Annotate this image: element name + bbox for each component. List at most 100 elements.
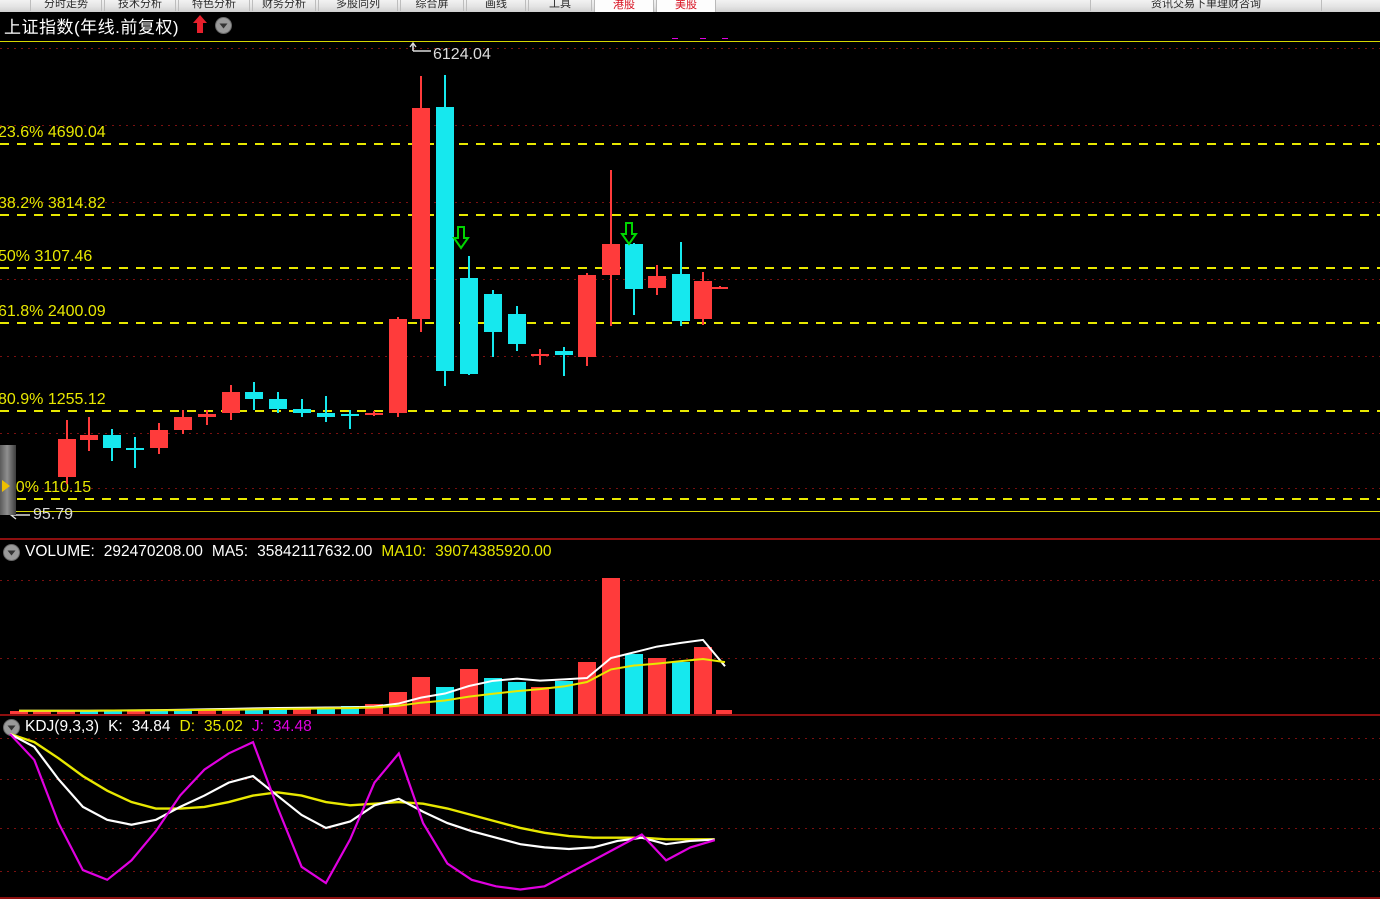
kdj-name: KDJ(9,3,3): [25, 718, 100, 735]
gridline: [0, 779, 1380, 780]
toolbar-button-9[interactable]: 美股: [656, 0, 716, 12]
sell-signal-arrow-icon: [620, 222, 638, 246]
candle-body: [531, 354, 549, 357]
volume-bar: [531, 687, 549, 714]
kdj-d-label: D:: [179, 718, 196, 735]
toolbar-button-3[interactable]: 财务分析: [252, 0, 316, 11]
volume-bar: [269, 707, 287, 714]
toolbar-button-4[interactable]: 多股同列: [318, 0, 398, 11]
candle-body: [412, 108, 430, 319]
toolbar-button-0[interactable]: 分时走势: [30, 0, 102, 11]
volume-bar: [716, 709, 732, 714]
toolbar-button-5[interactable]: 综合屏: [400, 0, 464, 11]
candle-body: [365, 413, 383, 416]
toolbar-button-2[interactable]: 特色分析: [178, 0, 250, 11]
candle-body: [508, 314, 526, 344]
volume-value: 292470208.00: [103, 543, 203, 560]
volume-bar: [80, 710, 98, 714]
peak-price-label: 6124.04: [433, 46, 491, 63]
volume-bar: [293, 707, 311, 714]
gridline: [0, 356, 1380, 357]
kdj-indicator-pane[interactable]: KDJ(9,3,3) K: 34.84 D: 35.02 J: 34.48: [0, 714, 1380, 899]
kdj-line-series: [9, 732, 716, 891]
volume-bar: [602, 578, 620, 714]
candle-body: [198, 414, 216, 417]
volume-indicator-pane[interactable]: VOLUME: 292470208.00 MA5: 35842117632.00…: [0, 538, 1380, 716]
volume-bar: [57, 710, 75, 714]
candle-body: [389, 318, 407, 414]
volume-bar: [198, 708, 216, 714]
candle-body: [436, 106, 454, 372]
volume-ma10-label: MA10:: [381, 543, 427, 560]
volume-bar: [648, 658, 666, 714]
volume-bar: [104, 709, 122, 714]
chart-scroll-handle[interactable]: [0, 445, 16, 515]
candle-body: [672, 274, 690, 322]
chart-title-bar: 上证指数(年线.前复权): [0, 12, 1380, 38]
marker-dot-1: [700, 38, 706, 39]
fib-line-1: [0, 214, 1380, 216]
gridline: [0, 433, 1380, 434]
toolbar-button-10[interactable]: 资讯交易下单理财咨询: [1090, 0, 1322, 11]
volume-bar: [150, 709, 168, 714]
main-toolbar: 分时走势 技术分析 特色分析 财务分析 多股同列 综合屏 画线 工具 港股 美股 资讯交易下单理财咨…: [0, 0, 1380, 13]
candle-wick: [88, 416, 90, 451]
fib-label-2: 50% 3107.46: [0, 248, 93, 265]
price-chart-pane[interactable]: 23.6% 4690.04 38.2% 3814.82 50% 3107.46 61.…: [0, 38, 1380, 538]
volume-bar: [174, 708, 192, 714]
kdj-j-label: J:: [251, 718, 264, 735]
chevron-down-icon[interactable]: [3, 718, 20, 736]
volume-name: VOLUME:: [25, 543, 95, 560]
chart-top-boundary: [0, 41, 1380, 42]
chart-bottom-boundary: [0, 511, 1380, 512]
candle-body: [460, 278, 478, 374]
candle-body: [712, 286, 728, 289]
candle-body: [80, 435, 98, 440]
toolbar-button-7[interactable]: 工具: [528, 0, 592, 11]
candle-body: [269, 399, 287, 409]
candle-wick: [539, 348, 541, 366]
candle-wick: [325, 396, 327, 422]
gridline: [0, 125, 1380, 126]
volume-bar: [412, 677, 430, 714]
gridline: [0, 738, 1380, 739]
volume-bar: [245, 707, 263, 714]
toolbar-button-6[interactable]: 画线: [466, 0, 526, 11]
candle-body: [555, 350, 573, 356]
candle-wick: [206, 410, 208, 426]
chevron-down-icon[interactable]: [3, 543, 20, 561]
peak-pointer-icon: [409, 42, 431, 52]
fib-line-0: [0, 143, 1380, 145]
candle-body: [174, 417, 192, 431]
volume-bar: [33, 710, 51, 714]
volume-bar: [555, 680, 573, 714]
candle-wick: [301, 399, 303, 418]
up-arrow-icon: [192, 14, 208, 34]
marker-dot-2: [722, 38, 728, 39]
fib-line-5: [0, 498, 1380, 500]
candle-body: [103, 435, 121, 448]
gridline: [0, 580, 1380, 581]
gridline: [0, 202, 1380, 203]
scroll-left-icon[interactable]: [2, 480, 10, 492]
candle-body: [245, 392, 263, 399]
marker-dot-0: [672, 38, 678, 39]
candle-body: [341, 414, 359, 417]
toolbar-button-1[interactable]: 技术分析: [104, 0, 176, 11]
candle-body: [648, 275, 666, 288]
fib-label-4: 80.9% 1255.12: [0, 391, 106, 408]
gridline: [0, 279, 1380, 280]
volume-bar: [484, 678, 502, 714]
candle-body: [293, 408, 311, 413]
fib-label-1: 38.2% 3814.82: [0, 195, 106, 212]
volume-header: VOLUME: 292470208.00 MA5: 35842117632.00…: [0, 542, 561, 562]
volume-bar: [10, 710, 28, 714]
volume-moving-average-lines: [19, 638, 726, 712]
toolbar-button-8[interactable]: 港股: [594, 0, 654, 12]
chevron-down-icon[interactable]: [215, 17, 232, 34]
kdj-k-value: 34.84: [131, 718, 171, 735]
volume-bar: [365, 704, 383, 714]
volume-bar: [127, 709, 145, 714]
volume-ma10-value: 39074385920.00: [435, 543, 552, 560]
